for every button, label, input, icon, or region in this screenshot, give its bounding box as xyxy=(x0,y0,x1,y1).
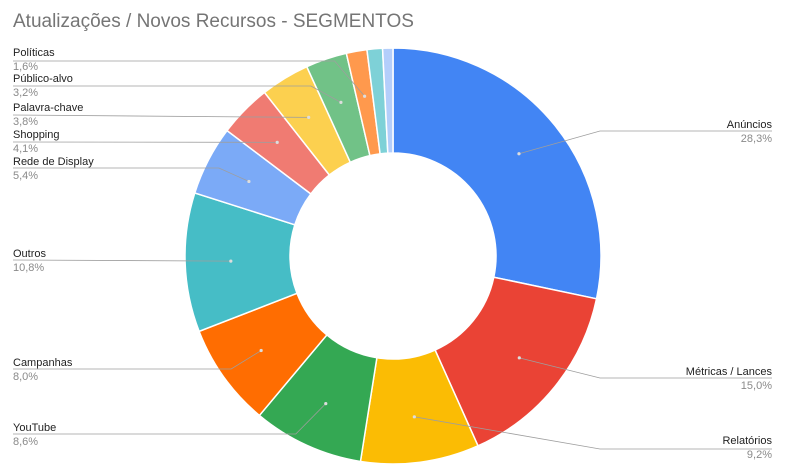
value-label-relatorios: 9,2% xyxy=(747,449,772,461)
leader-line-anuncios xyxy=(518,130,772,155)
chart-title: Atualizações / Novos Recursos - SEGMENTO… xyxy=(13,11,414,32)
leader-dot-anuncios xyxy=(517,152,521,156)
label-shopping: Shopping xyxy=(13,129,60,141)
leader-dot-rede-de-display xyxy=(247,179,251,184)
slice-small-12[interactable] xyxy=(381,47,394,154)
label-anuncios: Anúncios xyxy=(727,119,773,131)
leader-dot-outros xyxy=(229,259,233,263)
value-label-palavra-chave: 3,8% xyxy=(13,116,38,128)
label-outros: Outros xyxy=(13,248,47,260)
labels-layer: Anúncios 28,3% Métricas / Lances 15,0% Relat… xyxy=(13,47,772,461)
leader-line-palavra-chave xyxy=(12,114,309,118)
value-label-youtube: 8,6% xyxy=(13,436,38,448)
value-label-publico-alvo: 3,2% xyxy=(13,87,38,99)
slices-layer xyxy=(184,47,602,465)
leader-dot-metricas-lances xyxy=(517,356,521,360)
label-relatorios: Relatórios xyxy=(722,435,772,447)
leader-line-campanhas xyxy=(13,350,262,370)
leader-dot-campanhas xyxy=(259,348,263,353)
leader-line-publico-alvo xyxy=(13,85,342,103)
leader-line-politicas xyxy=(13,60,365,97)
leader-line-rede-de-display xyxy=(13,167,250,182)
label-campanhas: Campanhas xyxy=(13,357,73,369)
leader-line-youtube xyxy=(13,403,327,435)
value-label-politicas: 1,6% xyxy=(13,61,38,73)
label-metricas-lances: Métricas / Lances xyxy=(686,366,773,378)
leader-line-relatorios xyxy=(414,416,772,450)
value-label-shopping: 4,1% xyxy=(13,143,38,155)
leader-dot-shopping xyxy=(275,140,279,144)
leader-dot-politicas xyxy=(363,94,367,98)
value-label-outros: 10,8% xyxy=(13,262,44,274)
label-youtube: YouTube xyxy=(13,422,56,434)
value-label-anuncios: 28,3% xyxy=(741,133,772,145)
label-palavra-chave: Palavra-chave xyxy=(13,102,83,114)
value-label-rede-de-display: 5,4% xyxy=(13,170,38,182)
slice-metricas-lances[interactable] xyxy=(434,276,598,447)
leader-dot-publico-alvo xyxy=(339,100,343,104)
slice-anuncios[interactable] xyxy=(392,47,602,300)
label-politicas: Políticas xyxy=(13,47,55,59)
leader-dot-palavra-chave xyxy=(307,115,311,120)
label-publico-alvo: Público-alvo xyxy=(13,73,73,85)
leader-line-outros xyxy=(12,259,231,262)
value-label-campanhas: 8,0% xyxy=(13,371,38,383)
value-label-metricas-lances: 15,0% xyxy=(741,380,772,392)
leader-line-metricas-lances xyxy=(519,357,772,379)
leader-lines-layer xyxy=(12,60,772,450)
leader-dot-relatorios xyxy=(412,415,416,419)
leader-dot-youtube xyxy=(324,402,328,406)
label-rede-de-display: Rede de Display xyxy=(13,156,94,168)
